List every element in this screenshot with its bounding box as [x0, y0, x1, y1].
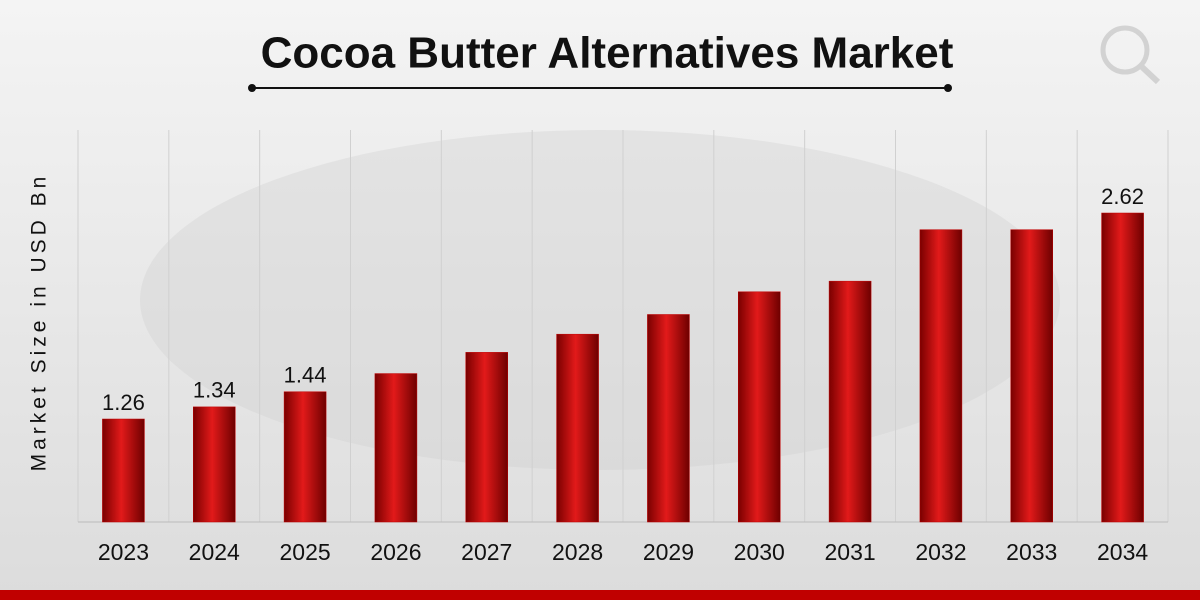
- x-tick-label: 2032: [915, 539, 966, 565]
- x-tick-label: 2025: [279, 539, 330, 565]
- bar: [283, 391, 327, 523]
- x-tick-label: 2024: [189, 539, 240, 565]
- bar: [374, 373, 418, 523]
- bar: [647, 314, 690, 523]
- underline-dot: [248, 84, 256, 92]
- value-label: 1.34: [193, 378, 236, 403]
- x-tick-label: 2028: [552, 539, 603, 565]
- bar: [193, 406, 236, 523]
- bar: [465, 352, 508, 523]
- logo: [1100, 25, 1161, 85]
- bar: [919, 229, 963, 523]
- underline-dot: [944, 84, 952, 92]
- bar: [102, 418, 145, 523]
- x-tick-label: 2034: [1097, 539, 1148, 565]
- x-tick-label: 2026: [370, 539, 421, 565]
- bar: [556, 333, 599, 523]
- value-label: 1.26: [102, 390, 145, 415]
- x-tick-label: 2031: [824, 539, 875, 565]
- bar: [1010, 229, 1053, 523]
- y-axis-label: Market Size in USD Bn: [28, 173, 51, 472]
- bottom-stripe: [0, 590, 1200, 600]
- x-tick-label: 2027: [461, 539, 512, 565]
- x-tick-label: 2030: [734, 539, 785, 565]
- bar: [1101, 212, 1144, 523]
- bar: [828, 280, 872, 523]
- value-label: 1.44: [284, 363, 327, 388]
- x-tick-label: 2033: [1006, 539, 1057, 565]
- bar: [738, 291, 781, 523]
- chart-title: Cocoa Butter Alternatives Market: [261, 29, 954, 78]
- value-label: 2.62: [1101, 184, 1144, 209]
- x-tick-label: 2023: [98, 539, 149, 565]
- x-tick-label: 2029: [643, 539, 694, 565]
